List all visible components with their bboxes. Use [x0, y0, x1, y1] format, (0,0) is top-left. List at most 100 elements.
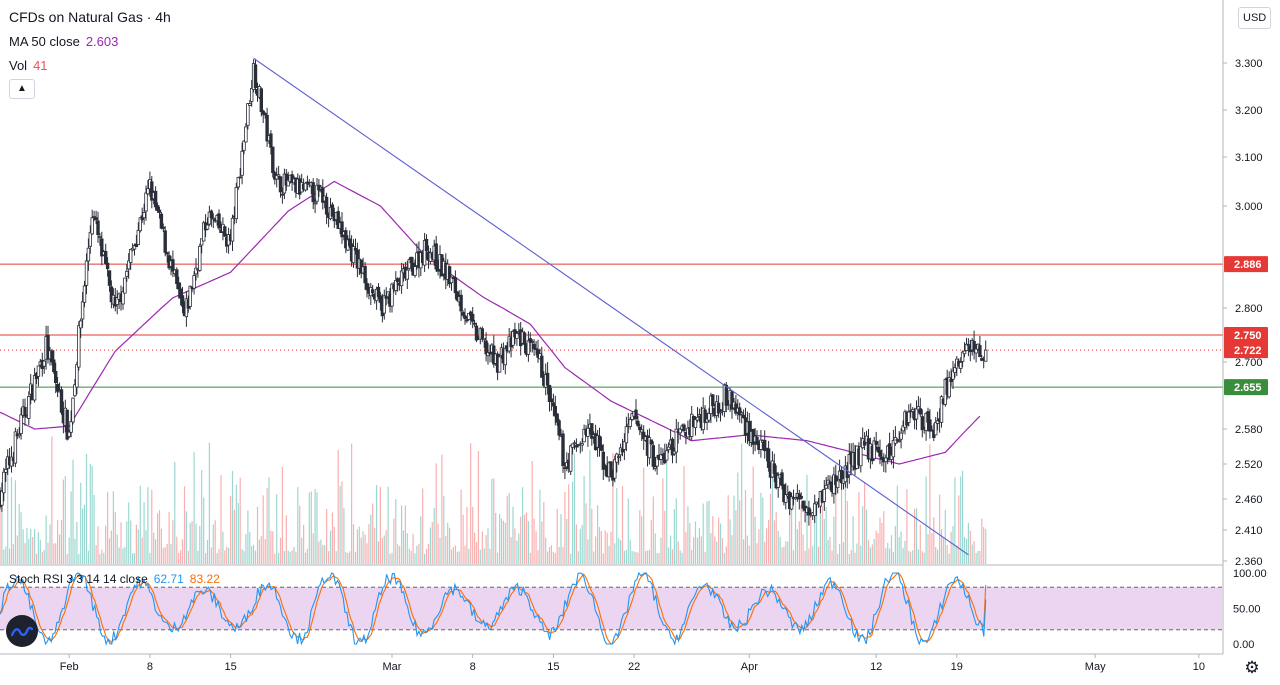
- candle-body: [4, 468, 8, 473]
- candle-body: [949, 378, 953, 383]
- volume-bar: [885, 548, 887, 564]
- candle-body: [142, 212, 146, 219]
- volume-bar: [821, 506, 823, 564]
- candle-body: [617, 456, 621, 459]
- volume-bar: [708, 500, 710, 564]
- chart-title-legend[interactable]: CFDs on Natural Gas · 4h: [9, 9, 171, 25]
- volume-bar: [103, 552, 105, 564]
- tradingview-logo-icon[interactable]: [6, 615, 38, 647]
- collapse-legend-button[interactable]: ▲: [9, 79, 35, 99]
- candle: [201, 220, 206, 242]
- candle: [540, 346, 544, 378]
- candle-body: [424, 238, 429, 251]
- volume-bar: [846, 501, 848, 564]
- candle-body: [217, 213, 221, 229]
- candle: [453, 270, 458, 300]
- candle-body: [678, 428, 682, 434]
- volume-bar: [787, 541, 789, 564]
- vol-legend[interactable]: Vol 41: [9, 58, 48, 73]
- candle-body: [470, 313, 475, 322]
- volume-bar: [264, 539, 266, 564]
- price-badge-label: 2.722: [1234, 345, 1262, 357]
- volume-bar: [3, 549, 5, 564]
- candle-body: [363, 265, 367, 284]
- volume-bar: [137, 529, 139, 564]
- candle: [424, 234, 429, 260]
- price-lines: [0, 263, 1223, 388]
- candle: [459, 289, 463, 321]
- volume-bar: [904, 540, 906, 564]
- candle-body: [378, 295, 383, 303]
- volume-bar: [556, 508, 558, 564]
- volume-bar: [773, 520, 775, 564]
- price-badge-support: 2.655: [1224, 379, 1268, 396]
- volume-bar: [675, 498, 677, 564]
- trendline-group[interactable]: [253, 57, 969, 556]
- candle-body: [313, 202, 317, 205]
- currency-badge[interactable]: USD: [1238, 7, 1272, 29]
- candle: [77, 321, 81, 371]
- candle: [959, 357, 963, 374]
- vol-legend-value: 41: [33, 58, 48, 73]
- candle-body: [557, 420, 561, 436]
- volume-bar: [237, 502, 239, 564]
- volume-bar: [132, 553, 134, 564]
- candle: [19, 407, 23, 440]
- candle: [176, 276, 181, 299]
- candle: [653, 456, 657, 472]
- volume-bar: [547, 551, 549, 564]
- candle: [394, 271, 398, 296]
- stoch-legend[interactable]: Stoch RSI 3 3 14 14 close 62.71 83.22: [9, 572, 220, 586]
- candle-body: [666, 446, 671, 451]
- candle-body: [274, 175, 279, 180]
- volume-bar: [898, 537, 900, 564]
- candle-body: [649, 439, 653, 445]
- volume-bar: [349, 551, 351, 564]
- volume-bar: [597, 505, 599, 564]
- candle-body: [534, 348, 538, 351]
- candle: [813, 494, 817, 523]
- ma-legend[interactable]: MA 50 close 2.603: [9, 34, 118, 49]
- candle: [178, 282, 183, 306]
- volume-bar: [633, 551, 635, 564]
- volume-bar: [550, 545, 552, 564]
- candle: [895, 438, 899, 444]
- volume-bar: [341, 481, 343, 564]
- volume-bar: [850, 550, 852, 564]
- volume-bar: [160, 528, 162, 564]
- volume-bar: [475, 542, 478, 564]
- volume-bar: [512, 506, 514, 564]
- candle-body: [887, 443, 892, 461]
- candle: [69, 410, 73, 438]
- candle: [248, 99, 252, 106]
- candle: [801, 500, 805, 512]
- candle-body: [670, 438, 675, 456]
- candle-body: [716, 402, 721, 414]
- candle: [71, 397, 75, 425]
- candle-body: [651, 445, 655, 467]
- volume-bar: [62, 479, 64, 564]
- volume-bar: [304, 552, 307, 564]
- volume-bar: [704, 552, 706, 564]
- volume-bar: [723, 553, 725, 564]
- candle: [461, 310, 465, 318]
- volume-bar: [743, 539, 745, 564]
- volume-bar: [825, 507, 827, 564]
- volume-bar: [910, 552, 912, 564]
- gear-icon[interactable]: ⚙: [1244, 658, 1260, 677]
- volume-bar: [153, 532, 155, 564]
- volume-bar: [291, 550, 293, 564]
- volume-bar: [464, 545, 466, 564]
- volume-bar: [385, 530, 387, 564]
- ma-50-series: [0, 180, 981, 465]
- candle: [263, 112, 267, 119]
- volume-bar: [74, 538, 76, 564]
- volume-bar: [841, 467, 843, 564]
- volume-bar: [41, 552, 43, 564]
- candle: [0, 482, 4, 512]
- candle-body: [878, 450, 882, 457]
- candle: [599, 436, 604, 452]
- volume-bar: [28, 538, 30, 564]
